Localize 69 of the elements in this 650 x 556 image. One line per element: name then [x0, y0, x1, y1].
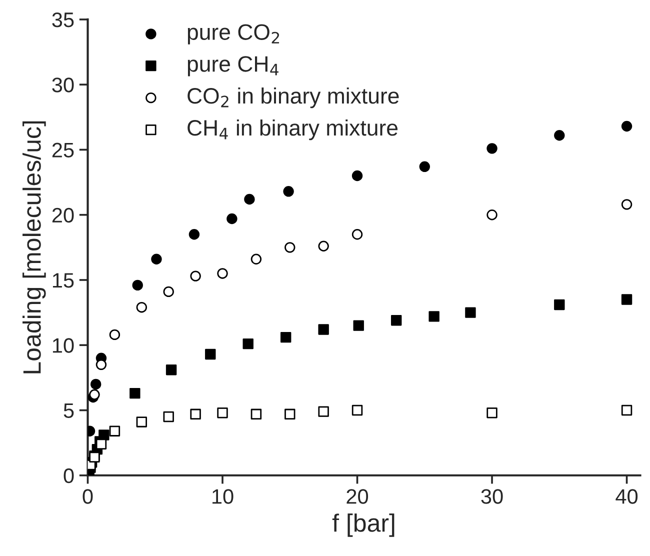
point — [352, 170, 363, 182]
point — [96, 359, 107, 370]
x-tick-label: 10 — [212, 489, 234, 504]
y-axis-title: Loading [molecules/uc] — [22, 121, 46, 374]
point — [98, 430, 110, 440]
x-tick-label: 20 — [346, 489, 368, 504]
point — [166, 364, 177, 376]
point — [242, 338, 254, 350]
point — [188, 229, 200, 240]
point — [428, 311, 440, 322]
point — [486, 143, 498, 154]
point — [163, 286, 174, 298]
point — [621, 199, 632, 210]
point — [390, 315, 402, 326]
x-tick-label: 40 — [616, 489, 638, 504]
y-tick-label: 30 — [52, 78, 74, 92]
point — [96, 438, 107, 450]
y-tick-label: 20 — [52, 208, 74, 223]
point — [621, 294, 632, 305]
point — [465, 307, 476, 318]
point — [352, 229, 363, 240]
point — [136, 302, 148, 313]
point — [109, 426, 120, 436]
point — [318, 406, 329, 417]
point — [89, 389, 100, 400]
y-tick-label: 15 — [52, 273, 74, 288]
point — [621, 404, 632, 416]
point — [151, 254, 162, 264]
x-tick-label: 0 — [82, 489, 93, 504]
point — [554, 299, 565, 310]
point — [163, 411, 174, 422]
point — [250, 254, 262, 264]
point — [250, 408, 262, 420]
point — [90, 378, 102, 390]
point — [190, 408, 201, 420]
point — [318, 240, 329, 252]
x-tick-label: 30 — [481, 489, 503, 504]
x-axis-title: f [bar] — [332, 514, 394, 537]
point — [486, 210, 498, 220]
point — [352, 404, 363, 416]
point — [353, 320, 364, 331]
y-tick-label: 25 — [52, 142, 74, 158]
point — [217, 268, 228, 279]
point — [130, 388, 140, 399]
point — [226, 213, 238, 224]
point — [283, 186, 294, 197]
legend-label: pure CH$_{4}$ — [188, 56, 278, 76]
point — [244, 194, 255, 205]
point — [280, 332, 292, 343]
y-tick-label: 10 — [52, 338, 74, 353]
point — [621, 120, 632, 132]
point — [217, 408, 228, 418]
point — [284, 242, 296, 253]
point — [132, 280, 143, 291]
y-tick-label: 0 — [64, 468, 74, 484]
point — [318, 324, 329, 335]
y-tick-label: 35 — [52, 12, 74, 28]
point — [554, 130, 565, 141]
point — [486, 408, 498, 418]
legend-label: pure CO$_{2}$ — [188, 24, 280, 44]
point — [109, 329, 120, 340]
y-tick-label: 5 — [64, 403, 74, 418]
legend-label: CO$_{2}$ in binary mixture — [188, 87, 399, 108]
point — [205, 348, 216, 360]
legend-label: CH$_{4}$ in binary mixture — [188, 119, 398, 140]
point — [190, 270, 201, 282]
point — [419, 161, 430, 172]
point — [284, 408, 296, 420]
point — [136, 416, 148, 428]
